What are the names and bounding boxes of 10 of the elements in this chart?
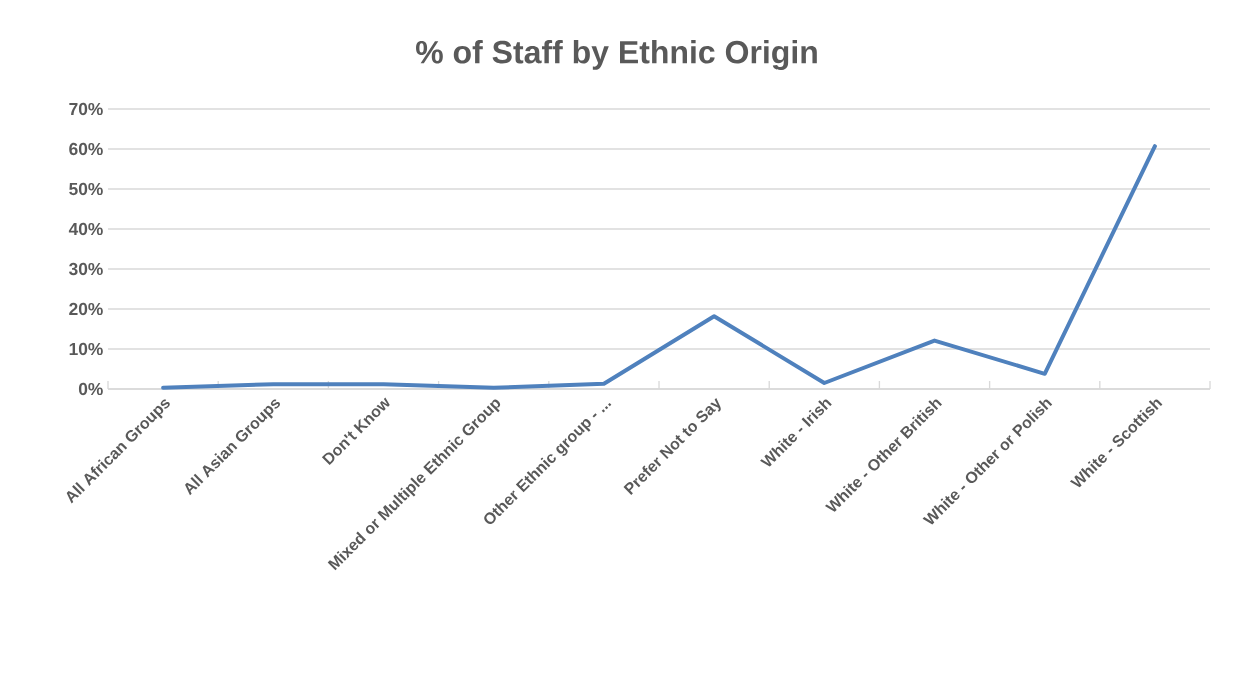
chart-title: % of Staff by Ethnic Origin <box>416 40 817 70</box>
y-tick-label: 10% <box>69 342 103 356</box>
y-tick-label: 60% <box>69 142 103 156</box>
y-tick-label: 20% <box>69 302 103 316</box>
y-tick-label: 40% <box>68 222 103 236</box>
y-tick-label: 0% <box>78 382 103 396</box>
line-series <box>161 144 1157 390</box>
y-tick-label: 50% <box>69 182 103 196</box>
y-tick-label: 70% <box>69 102 103 116</box>
y-tick-label: 30% <box>69 262 103 276</box>
